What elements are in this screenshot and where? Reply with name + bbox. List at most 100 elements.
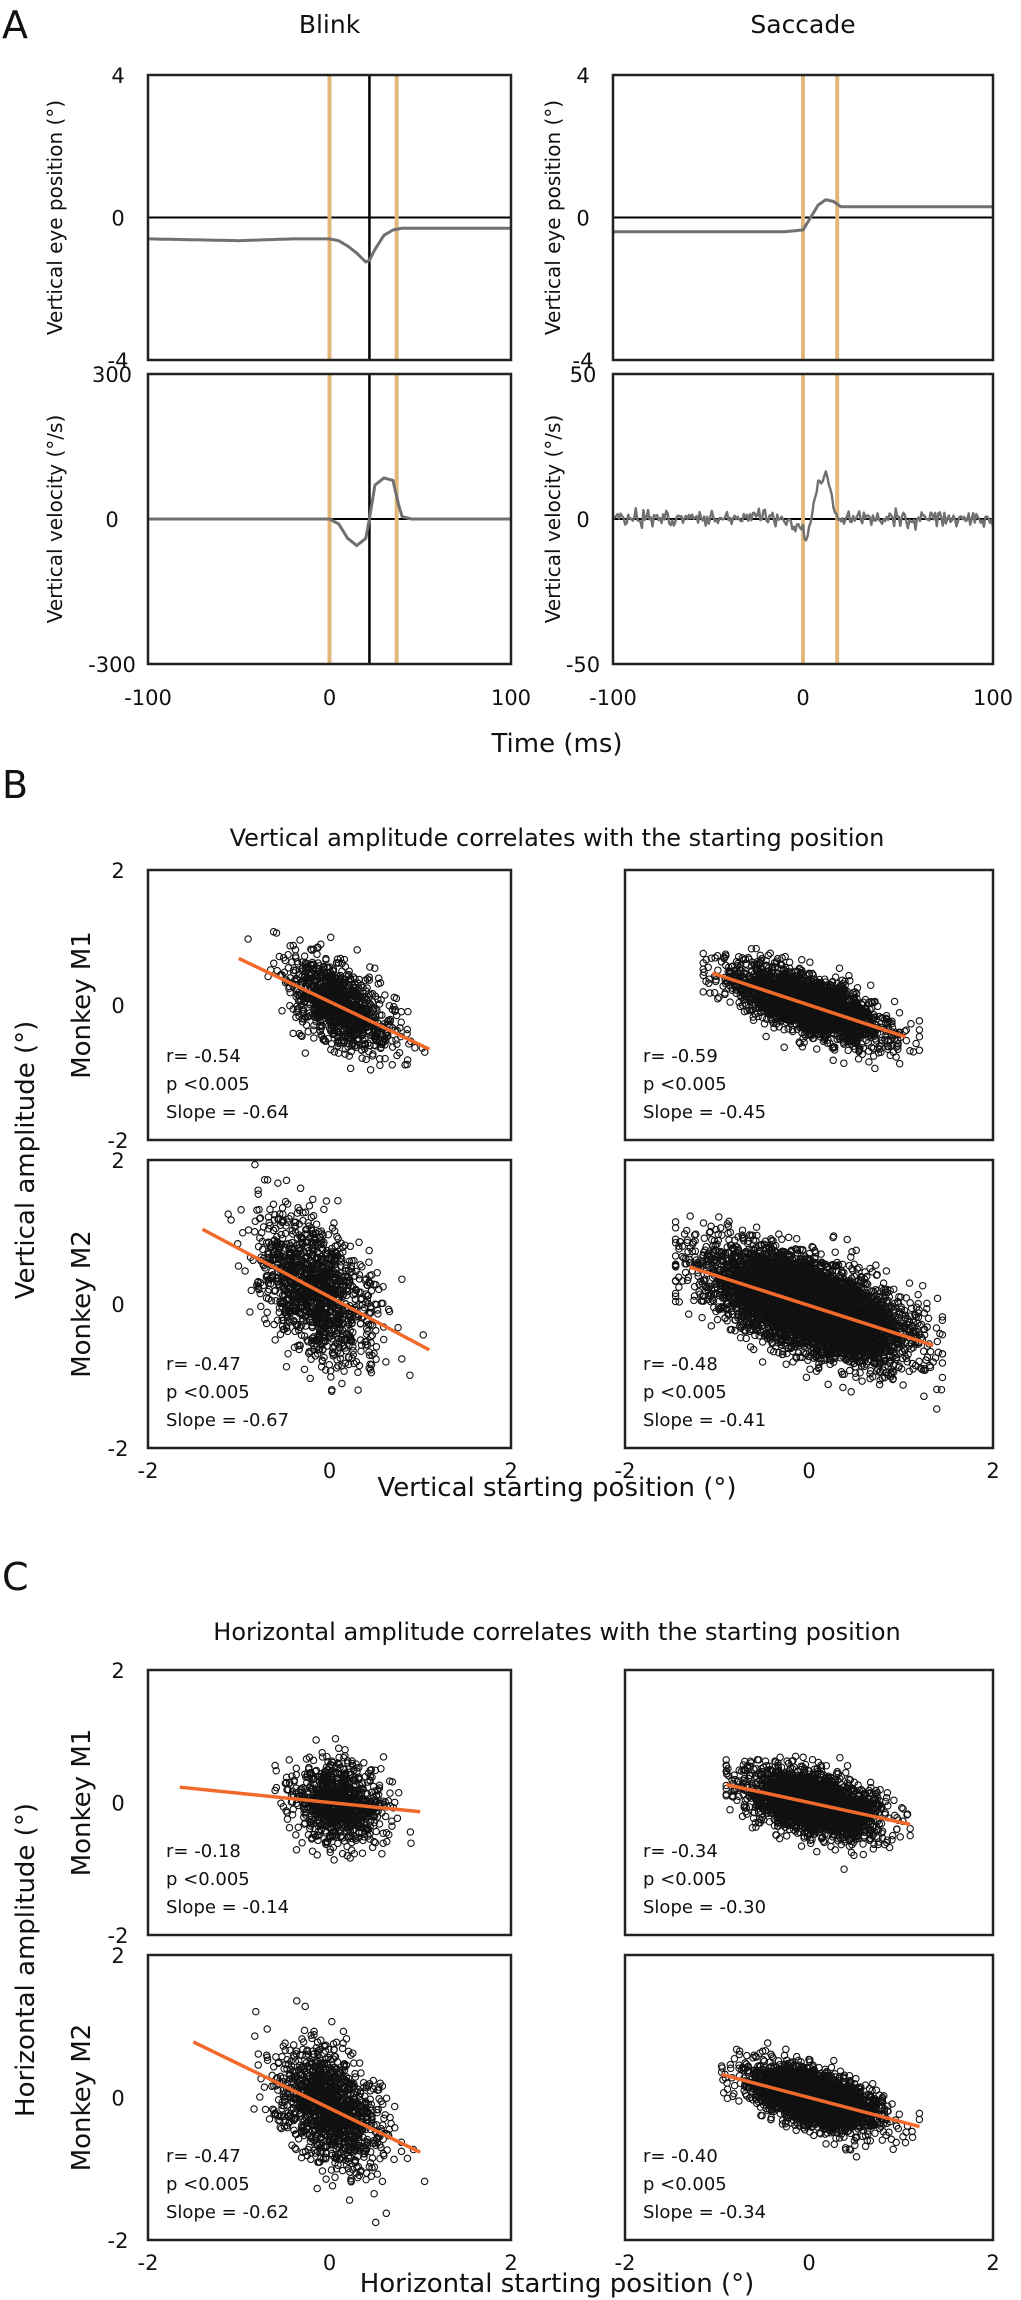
scatter-point <box>763 962 771 970</box>
scatter-point <box>333 972 341 980</box>
scatter-point <box>354 1368 362 1377</box>
scatter-point <box>753 957 762 966</box>
scatter-point <box>419 1331 427 1339</box>
scatter-point <box>349 1350 358 1359</box>
x-tick-label: 0 <box>323 686 336 710</box>
scatter-point <box>798 1029 806 1037</box>
scatter-point <box>883 1019 892 1027</box>
y-axis-label: Vertical velocity (°/s) <box>541 415 565 624</box>
scatter-point <box>327 1373 335 1381</box>
scatter-point <box>907 1020 915 1028</box>
scatter-point <box>349 982 357 990</box>
scatter-point <box>272 929 281 937</box>
scatter-point <box>313 1350 322 1358</box>
scatter-point <box>404 1007 412 1016</box>
scatter-point <box>289 1029 297 1038</box>
scatter-point <box>793 1025 802 1033</box>
scatter-point <box>301 975 310 984</box>
scatter-point <box>377 996 385 1004</box>
panel-frame <box>611 372 995 666</box>
scatter-point <box>809 985 817 994</box>
scatter-point <box>276 1330 285 1339</box>
scatter-point <box>360 1040 369 1049</box>
scatter-point <box>351 1041 360 1050</box>
scatter-point <box>902 1036 911 1045</box>
scatter-point <box>300 998 309 1006</box>
scatter-point <box>841 992 850 1000</box>
scatter-point <box>374 974 383 983</box>
scatter-points <box>699 944 924 1073</box>
scatter-point <box>346 974 355 983</box>
scatter-point <box>355 1004 364 1013</box>
scatter-point <box>710 988 719 997</box>
scatter-point <box>769 966 777 975</box>
scatter-point <box>301 994 309 1002</box>
scatter-point <box>766 949 775 958</box>
scatter-point <box>715 993 723 1001</box>
scatter-point <box>882 1011 891 1020</box>
scatter-point <box>283 1218 292 1226</box>
scatter-point <box>312 974 320 983</box>
scatter-point <box>748 967 756 976</box>
y-tick-label: -50 <box>566 653 600 677</box>
scatter-point <box>344 970 353 979</box>
scatter-point <box>818 1022 826 1030</box>
scatter-point <box>786 974 794 983</box>
scatter-point <box>892 1053 900 1061</box>
scatter-point <box>396 1024 404 1032</box>
scatter-point <box>345 1353 353 1361</box>
scatter-point <box>776 1017 785 1026</box>
scatter-point <box>322 1004 331 1012</box>
scatter-point <box>784 983 792 992</box>
scatter-point <box>828 1029 836 1038</box>
scatter-point <box>325 1361 334 1369</box>
scatter-point <box>329 966 338 975</box>
scatter-point <box>796 979 804 987</box>
scatter-point <box>699 949 707 958</box>
scatter-point <box>334 1024 342 1033</box>
scatter-point <box>363 975 372 983</box>
scatter-point <box>343 1013 352 1021</box>
scatter-point <box>308 965 317 974</box>
scatter-point <box>328 1386 336 1394</box>
trace-line <box>613 470 993 542</box>
scatter-point <box>261 1264 269 1272</box>
y-axis-label: Vertical eye position (°) <box>541 100 565 335</box>
scatter-point <box>403 1056 412 1064</box>
scatter-point <box>298 1032 306 1041</box>
scatter-point <box>310 1012 318 1020</box>
scatter-point <box>795 964 804 973</box>
scatter-point <box>854 1055 863 1063</box>
plot-area <box>699 944 924 1073</box>
scatter-point <box>847 1025 856 1033</box>
scatter-point <box>756 951 765 960</box>
scatter-point <box>324 1034 332 1043</box>
scatter-point <box>237 1206 245 1214</box>
scatter-point <box>303 1013 311 1021</box>
scatter-point <box>334 1032 342 1040</box>
scatter-point <box>813 1045 821 1053</box>
b-shared-xlabel: Vertical starting position (°) <box>377 1473 736 1503</box>
scatter-point <box>808 993 816 1001</box>
scatter-point <box>334 1042 342 1050</box>
scatter-point <box>336 971 345 980</box>
scatter-point <box>842 1035 850 1044</box>
scatter-point <box>284 1349 292 1358</box>
scatter-point <box>871 1064 879 1073</box>
scatter-point <box>310 995 318 1004</box>
scatter-point <box>888 1019 896 1028</box>
scatter-point <box>316 1027 325 1036</box>
scatter-point <box>359 1030 367 1039</box>
scatter-point <box>398 1355 406 1363</box>
scatter-point <box>699 965 707 974</box>
scatter-point <box>714 995 722 1003</box>
scatter-point <box>799 971 807 979</box>
scatter-point <box>798 1043 807 1051</box>
scatter-point <box>835 964 844 972</box>
scatter-point <box>300 972 309 980</box>
scatter-point <box>770 982 778 991</box>
scatter-point <box>765 971 774 980</box>
scatter-point <box>829 1056 837 1065</box>
stat-slope: Slope = -0.45 <box>643 1102 766 1123</box>
